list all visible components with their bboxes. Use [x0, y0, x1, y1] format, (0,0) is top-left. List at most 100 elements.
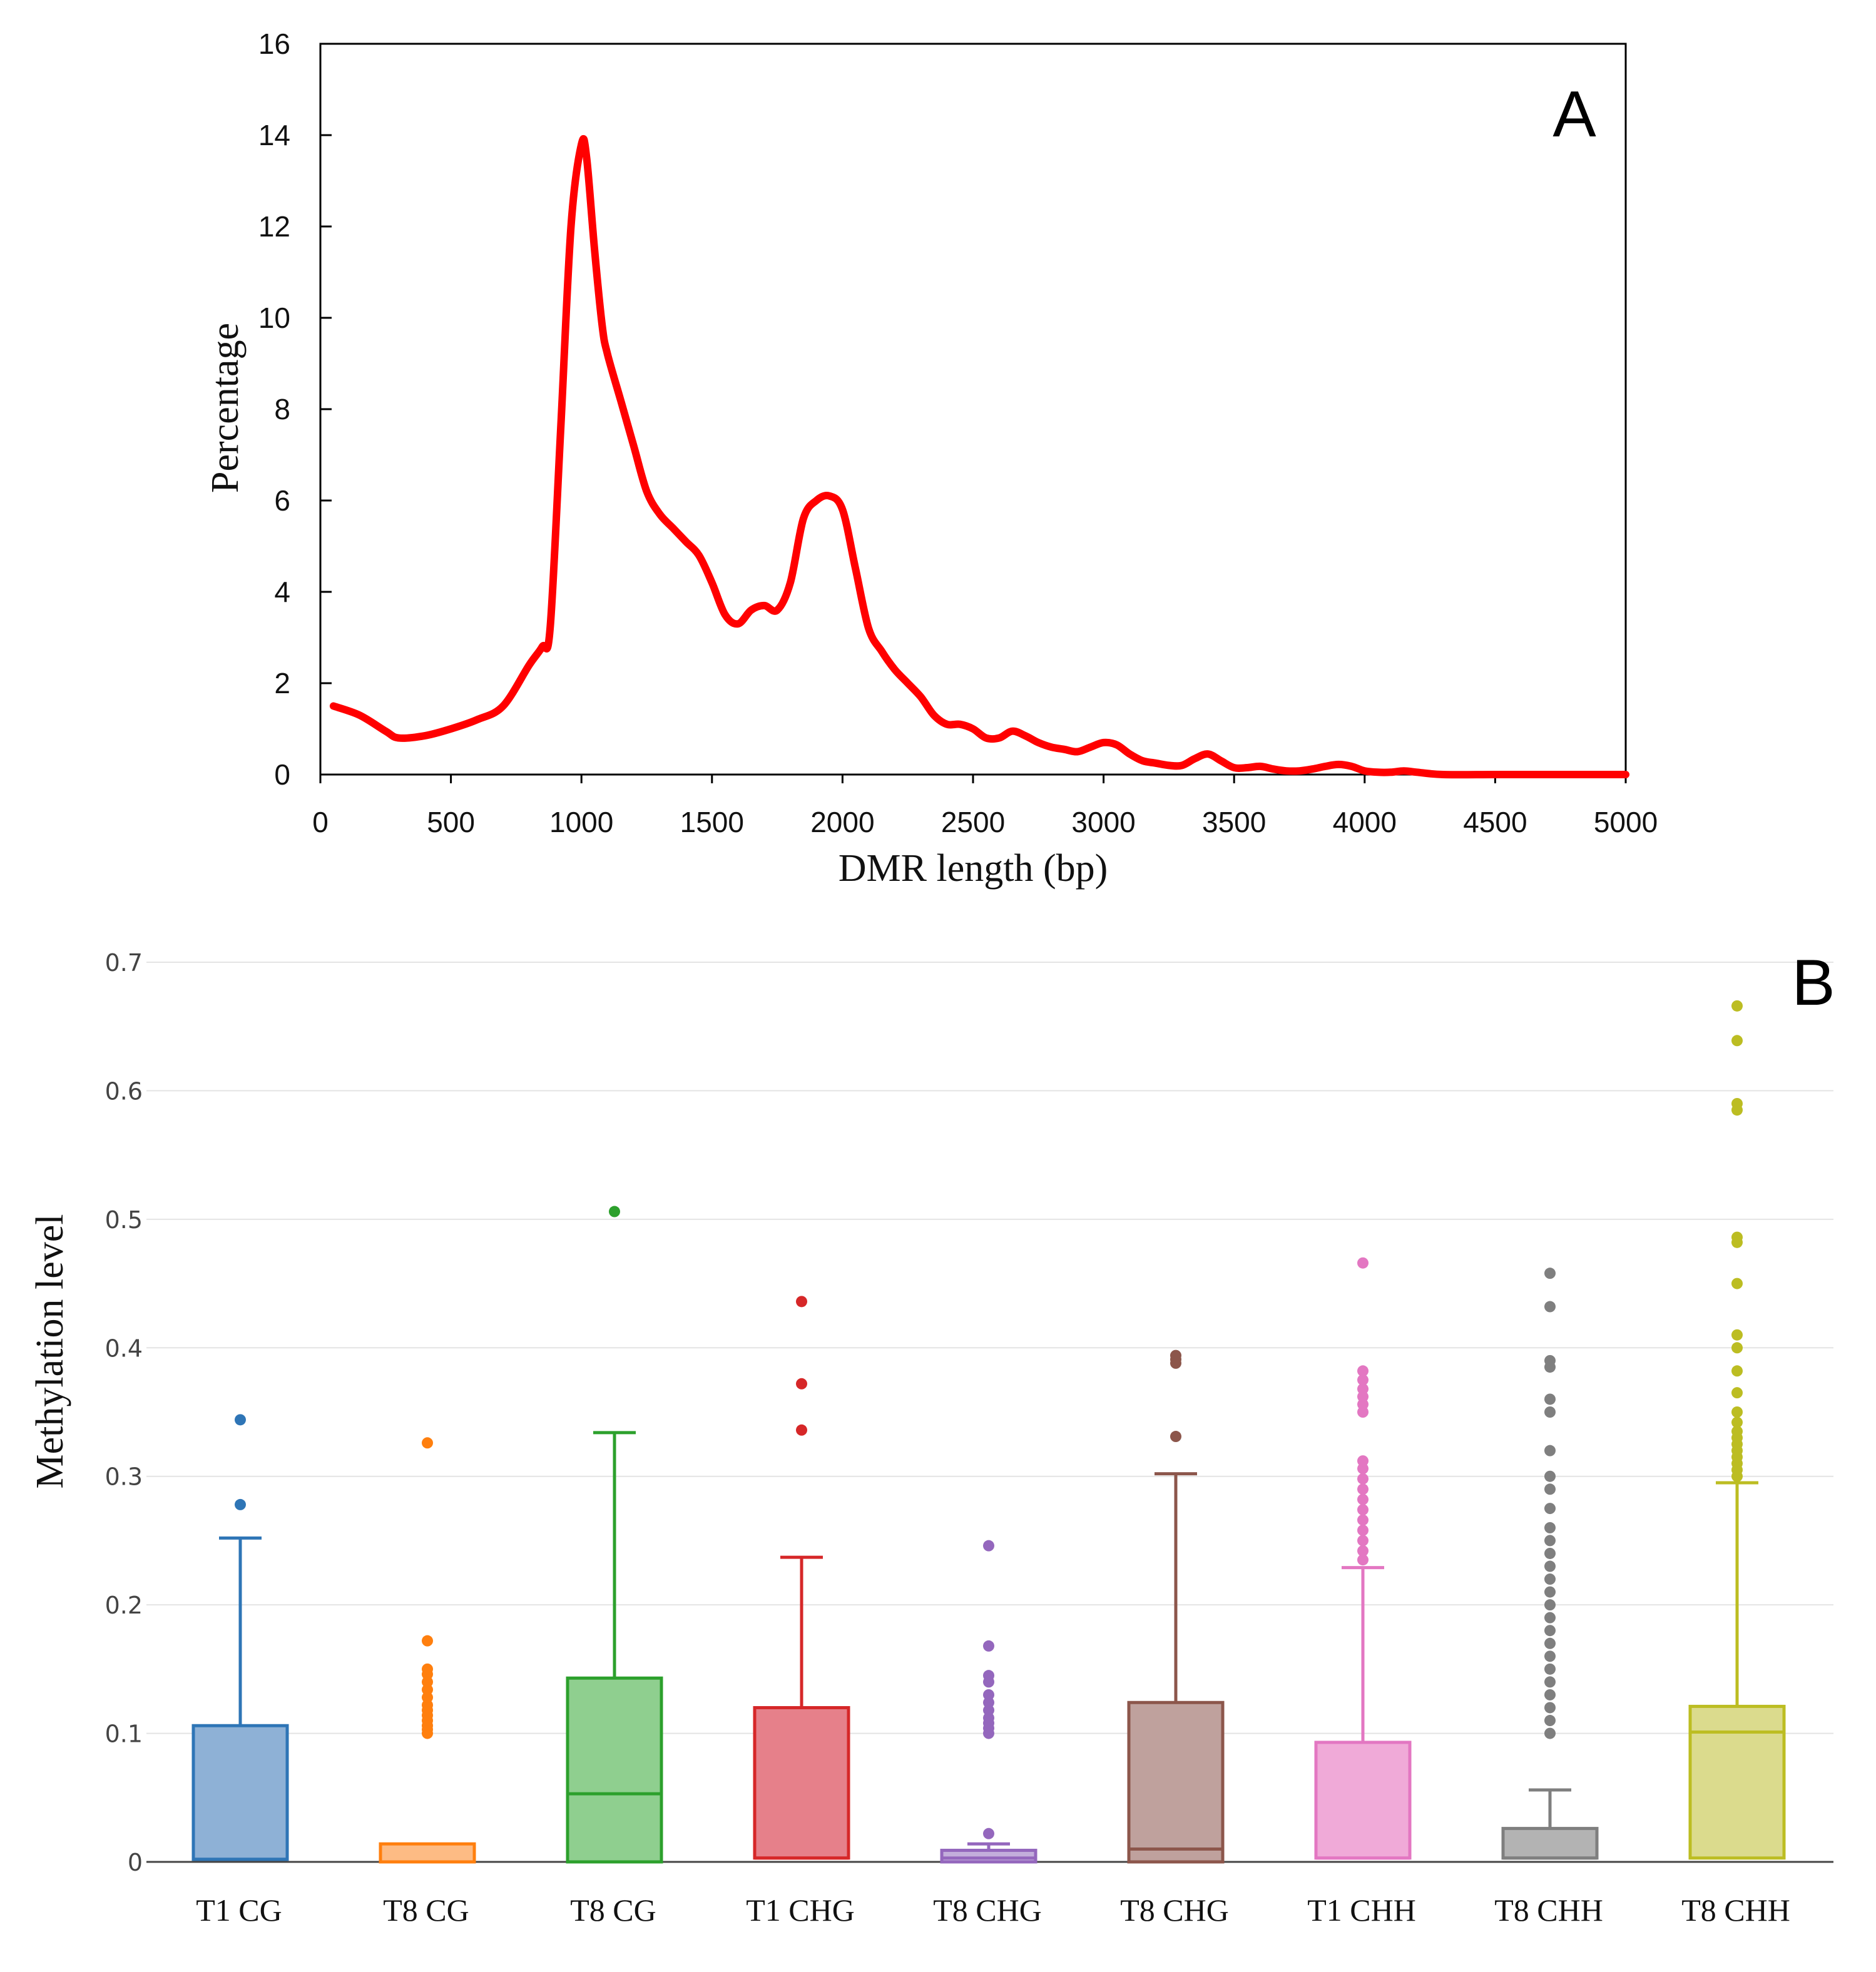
panel-a-x-ticks: 0 500 1000 1500 2000 2500 3000 3500 4000 4500 5000 [312, 775, 1658, 838]
box-outlier [796, 1424, 807, 1436]
box-outlier [1170, 1349, 1181, 1361]
box-outlier [1544, 1268, 1556, 1279]
box-body [1127, 1700, 1225, 1864]
box-outlier [1544, 1522, 1556, 1533]
box-group [379, 1437, 476, 1864]
panel-b-y-ticks: 0 0.1 0.2 0.3 0.4 0.5 0.6 0.7 [105, 949, 143, 1876]
box-outlier [983, 1827, 994, 1839]
box-outlier [1357, 1406, 1369, 1418]
box-group [1314, 1257, 1412, 1860]
box-outlier [1731, 1278, 1743, 1289]
box-outlier [422, 1676, 433, 1688]
box-body [379, 1842, 476, 1864]
box-outlier [983, 1640, 994, 1652]
box-outlier [1544, 1586, 1556, 1598]
box-outlier [1544, 1715, 1556, 1727]
box-outlier [1731, 1342, 1743, 1354]
panel-a-y-tick-label: 8 [274, 393, 290, 425]
panel-b-y-tick-label: 0.6 [105, 1077, 143, 1105]
box-outlier [1357, 1514, 1369, 1526]
panel-b-category-label: T1 CG [196, 1893, 282, 1928]
box-outlier [1731, 1231, 1743, 1243]
box-outlier [1544, 1470, 1556, 1482]
box-outlier [983, 1704, 994, 1716]
box-outlier [1544, 1560, 1556, 1572]
box-outlier [1731, 1406, 1743, 1418]
box-outlier [1544, 1445, 1556, 1456]
box-outlier [1357, 1535, 1369, 1547]
box-outlier [1731, 1329, 1743, 1341]
box-outlier [609, 1206, 620, 1217]
panel-a-x-tick-label: 1000 [549, 806, 613, 838]
box-outlier [1544, 1354, 1556, 1366]
box-outlier [1544, 1612, 1556, 1624]
box-outlier [1357, 1398, 1369, 1410]
box-outlier [235, 1498, 246, 1510]
panel-a-x-tick-label: 2500 [941, 806, 1005, 838]
box-outlier [1357, 1463, 1369, 1475]
box-group [1688, 1000, 1786, 1860]
box-outlier [1357, 1257, 1369, 1269]
panel-a-x-tick-label: 4500 [1463, 806, 1527, 838]
box-outlier [796, 1296, 807, 1308]
box-outlier [422, 1635, 433, 1647]
panel-a-y-tick-label: 4 [274, 576, 290, 608]
box-outlier [1544, 1393, 1556, 1405]
panel-b-boxes [191, 1000, 1786, 1864]
panel-a-y-tick-label: 16 [258, 28, 290, 60]
box-outlier [1170, 1431, 1181, 1443]
box-outlier [422, 1699, 433, 1711]
box-outlier [422, 1692, 433, 1704]
box-outlier [1544, 1689, 1556, 1700]
box-body [753, 1705, 850, 1860]
panel-a-label: A [1552, 78, 1596, 151]
panel-b-ylabel: Methylation level [29, 1214, 71, 1488]
box-outlier [1357, 1455, 1369, 1467]
box-outlier [1357, 1473, 1369, 1485]
box-outlier [1544, 1676, 1556, 1688]
box-outlier [1731, 1425, 1743, 1437]
panel-b-y-tick-label: 0.2 [105, 1592, 143, 1619]
box-outlier [983, 1689, 994, 1700]
box-outlier [1357, 1374, 1369, 1386]
box-outlier [422, 1684, 433, 1695]
box-outlier [1544, 1573, 1556, 1585]
box-outlier [1731, 1416, 1743, 1428]
panel-a-y-tick-label: 2 [274, 667, 290, 699]
panel-a-y-tick-label: 12 [258, 210, 290, 243]
box-outlier [1544, 1535, 1556, 1547]
box-outlier [1731, 1387, 1743, 1399]
box-body [1501, 1827, 1599, 1860]
box-outlier [1357, 1554, 1369, 1566]
panel-a-x-tick-label: 3500 [1202, 806, 1266, 838]
box-outlier [1544, 1637, 1556, 1649]
panel-a-x-tick-label: 500 [427, 806, 475, 838]
box-group [1127, 1349, 1225, 1864]
panel-a-x-tick-label: 4000 [1333, 806, 1397, 838]
panel-b-y-tick-label: 0 [128, 1849, 143, 1876]
box-outlier [1357, 1365, 1369, 1377]
panel-a-xlabel: DMR length (bp) [839, 847, 1108, 890]
box-body [940, 1849, 1037, 1864]
box-body [191, 1724, 289, 1861]
panel-b-category-label: T8 CHH [1494, 1893, 1603, 1928]
panel-a-x-tick-label: 1500 [680, 806, 744, 838]
panel-b-y-tick-label: 0.5 [105, 1206, 143, 1234]
box-outlier [796, 1378, 807, 1390]
panel-a-y-tick-label: 14 [258, 119, 290, 151]
box-outlier [1731, 1097, 1743, 1109]
panel-a-series-line [329, 135, 1629, 779]
panel-b-category-label: T8 CG [570, 1893, 656, 1928]
box-group [566, 1206, 663, 1864]
box-outlier [235, 1414, 246, 1426]
panel-b-y-tick-label: 0.7 [105, 949, 143, 977]
box-group [940, 1540, 1037, 1864]
panel-b-category-label: T1 CHH [1307, 1893, 1416, 1928]
box-outlier [1357, 1483, 1369, 1495]
panel-a-plot-frame [319, 43, 1627, 776]
box-outlier [1544, 1503, 1556, 1515]
box-outlier [422, 1663, 433, 1675]
box-outlier [1357, 1524, 1369, 1536]
panel-b-gridlines [146, 962, 1833, 1734]
